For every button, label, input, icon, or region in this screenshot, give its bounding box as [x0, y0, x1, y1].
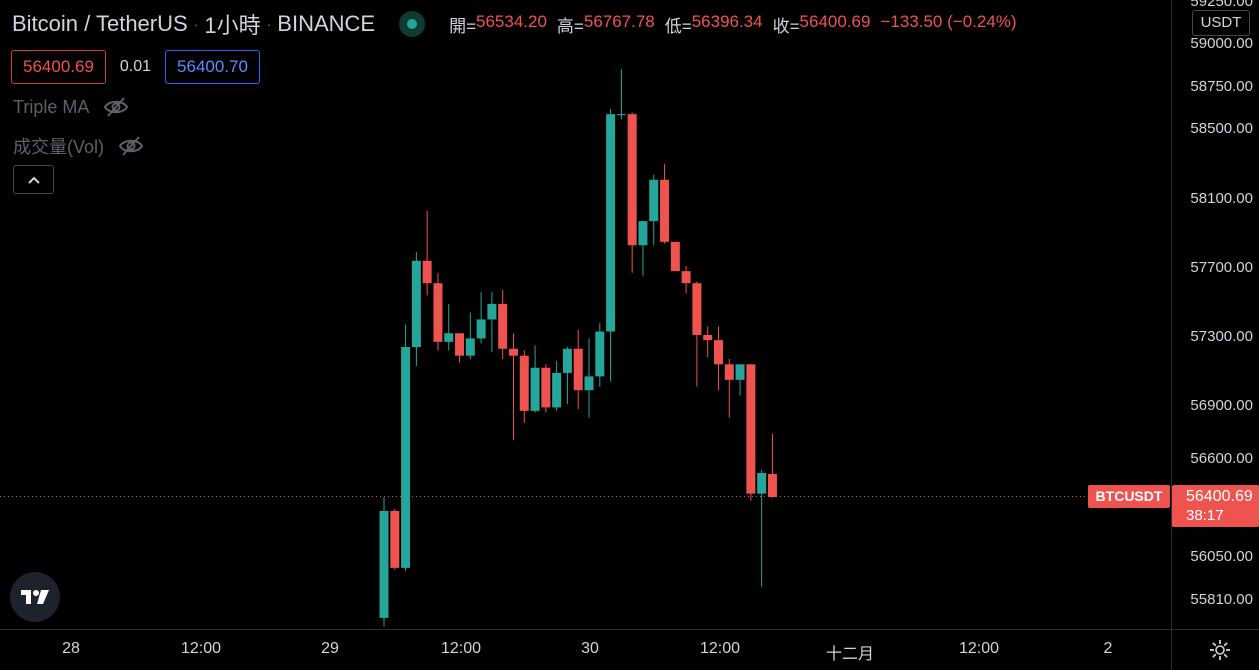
interval-label[interactable]: 1小時 [204, 13, 261, 38]
time-tick-label: 12:00 [699, 640, 741, 657]
ohlc-readout: 開= 56534.20 高= 56767.78 低= 56396.34 收= 5… [449, 12, 1016, 37]
candle-body [584, 376, 594, 391]
price-tick-label: 55810.00 [1190, 591, 1253, 608]
price-tick-label: 57700.00 [1190, 259, 1253, 276]
exchange-label: BINANCE [277, 11, 376, 36]
trade-panel: 56400.69 0.01 56400.70 [11, 50, 260, 84]
candle-body [390, 510, 400, 568]
candle-body [767, 473, 777, 497]
candle-body [681, 271, 691, 284]
tradingview-logo-icon[interactable] [10, 572, 60, 622]
candle-body [660, 179, 670, 242]
price-tick-label: 57300.00 [1190, 328, 1253, 345]
candle-body [552, 372, 562, 408]
time-tick-label: 12:00 [958, 640, 1000, 657]
sell-price-button[interactable]: 56400.69 [11, 50, 106, 84]
candle-body [562, 348, 572, 373]
gear-icon[interactable] [1208, 638, 1232, 662]
indicator-volume[interactable]: 成交量(Vol) [13, 133, 144, 159]
candle-body [616, 114, 626, 116]
candle-body [757, 472, 767, 494]
candle-body [465, 338, 475, 356]
bar-countdown: 38:17 [1186, 507, 1224, 524]
candle-body [444, 333, 454, 342]
eye-off-icon[interactable] [118, 135, 144, 157]
buy-price-button[interactable]: 56400.70 [165, 50, 260, 84]
candle-body [724, 364, 734, 380]
candle-body [573, 348, 583, 391]
indicator-triple-ma[interactable]: Triple MA [13, 96, 129, 118]
candle-body [606, 114, 616, 332]
price-tick-label: 59000.00 [1190, 35, 1253, 52]
low-value: 56396.34 [691, 11, 763, 31]
indicator-label: 成交量(Vol) [13, 137, 105, 157]
time-tick-label: 12:00 [440, 640, 482, 657]
price-tick-label: 58750.00 [1190, 78, 1253, 95]
candle-body [713, 340, 723, 365]
candle-body [746, 364, 756, 494]
price-tick-label: 58500.00 [1190, 120, 1253, 137]
price-tick-label: 58100.00 [1190, 190, 1253, 207]
symbol-title[interactable]: Bitcoin / TetherUS [12, 11, 188, 36]
candle-body [541, 367, 551, 408]
low-label: 低= [664, 16, 692, 36]
separator-dot: · [193, 16, 199, 32]
candle-body [703, 334, 713, 341]
candle-body [519, 355, 529, 411]
candle-body [455, 333, 465, 356]
candle-body [508, 348, 518, 356]
high-label: 高= [556, 16, 584, 36]
candle-body [649, 179, 659, 222]
candle-body [692, 283, 702, 335]
indicator-label: Triple MA [13, 96, 90, 117]
candle-body [422, 260, 432, 284]
chevron-up-icon [27, 176, 40, 184]
candles-layer [379, 69, 777, 627]
time-tick-label: 十二月 [825, 646, 875, 663]
spread-value: 0.01 [119, 58, 152, 75]
separator-dot: · [266, 16, 272, 32]
open-label: 開= [449, 16, 477, 36]
open-value: 56534.20 [476, 11, 547, 31]
symbol-price-tag: BTCUSDT [1088, 485, 1170, 508]
close-label: 收= [772, 16, 800, 36]
candle-body [401, 347, 411, 568]
candle-body [627, 114, 637, 246]
candle-body [595, 331, 605, 377]
price-tick-label: 56600.00 [1190, 450, 1253, 467]
currency-button[interactable]: USDT [1192, 10, 1250, 36]
candle-body [433, 283, 443, 342]
candle-body [670, 241, 680, 272]
time-tick-label: 29 [321, 640, 339, 657]
change-value: −133.50 (−0.24%) [880, 11, 1017, 31]
candle-body [487, 303, 497, 320]
eye-off-icon[interactable] [103, 96, 129, 118]
candle-body [735, 364, 745, 380]
candle-body [379, 510, 389, 618]
current-price-value: 56400.69 [1186, 488, 1253, 505]
live-status-dot-icon [399, 11, 426, 37]
time-tick-label: 28 [62, 640, 80, 657]
collapse-legend-button[interactable] [13, 165, 54, 194]
price-tick-label: 56050.00 [1190, 548, 1253, 565]
time-tick-label: 12:00 [180, 640, 222, 657]
candle-body [411, 260, 421, 348]
close-value: 56400.69 [799, 11, 871, 31]
current-price-tag: 56400.69 38:17 [1172, 485, 1259, 527]
price-tick-top: 59250.00 [1190, 0, 1253, 10]
candle-body [476, 319, 486, 339]
time-tick-label: 2 [1103, 640, 1113, 657]
candle-body [638, 221, 648, 246]
candle-body [498, 303, 508, 349]
high-value: 56767.78 [583, 11, 655, 31]
price-tick-label: 56900.00 [1190, 397, 1253, 414]
time-tick-label: 30 [581, 640, 599, 657]
candle-body [530, 367, 540, 411]
symbol-header: Bitcoin / TetherUS · 1小時 · BINANCE 開= 56… [12, 10, 1017, 38]
